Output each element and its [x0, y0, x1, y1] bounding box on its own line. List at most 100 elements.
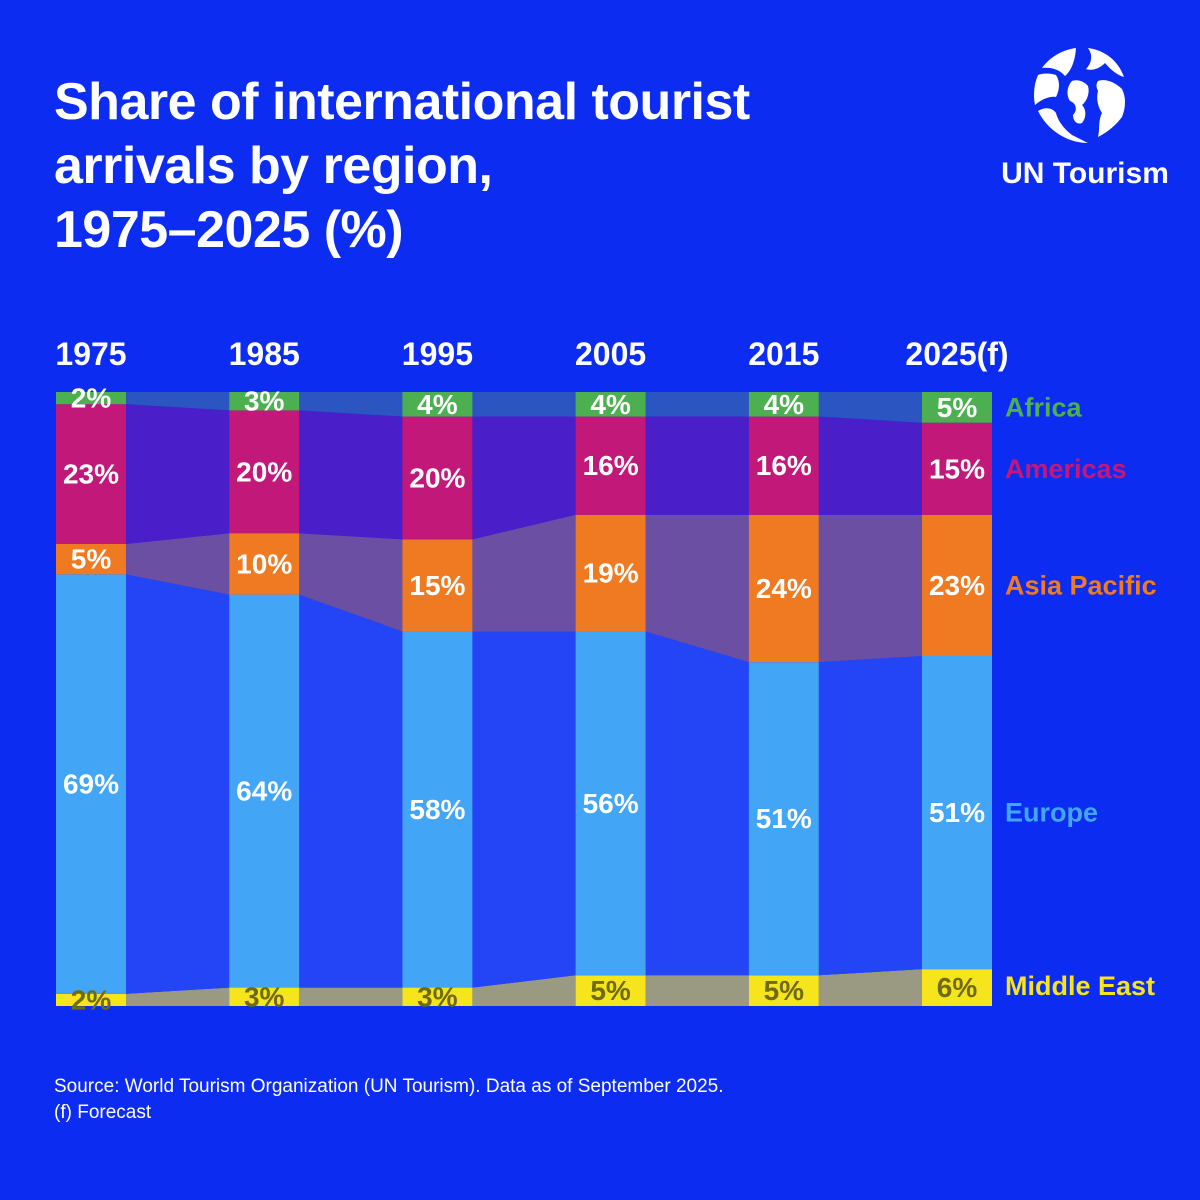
value-label-europe-2015: 51% — [756, 803, 812, 834]
value-label-europe-1985: 64% — [236, 776, 292, 807]
band-europe-0 — [126, 574, 230, 994]
value-label-asia-pacific-1985: 10% — [236, 548, 292, 579]
source-note: Source: World Tourism Organization (UN T… — [54, 1076, 724, 1097]
bar-americas-1985 — [229, 410, 300, 534]
value-label-africa-1995: 4% — [417, 389, 458, 420]
year-label-1975: 1975 — [55, 336, 126, 372]
value-label-americas-1995: 20% — [409, 462, 465, 493]
value-label-europe-2025-f: 51% — [929, 797, 985, 828]
chart-title: Share of international tourist arrivals … — [54, 70, 914, 262]
un-tourism-logo: UN Tourism — [990, 45, 1180, 195]
legend-label-europe: Europe — [1005, 798, 1098, 828]
year-label-2005: 2005 — [575, 336, 646, 372]
band-middle-east-2 — [472, 975, 576, 1006]
value-label-middle-east-1985: 3% — [244, 981, 285, 1012]
bar-americas-1995 — [402, 416, 473, 540]
bar-americas-2005 — [575, 416, 646, 515]
value-label-europe-2005: 56% — [583, 788, 639, 819]
bar-asia-pacific-1985 — [229, 533, 300, 595]
value-label-africa-1985: 3% — [244, 386, 285, 417]
band-americas-4 — [818, 416, 922, 515]
bar-europe-1975 — [56, 574, 126, 994]
bar-middle-east-2025-f — [922, 969, 992, 1006]
bar-africa-2015 — [748, 392, 819, 417]
title-line-1: Share of international tourist — [54, 73, 750, 131]
band-middle-east-0 — [126, 987, 230, 1006]
value-label-americas-1975: 23% — [63, 459, 119, 490]
value-label-middle-east-2005: 5% — [590, 975, 631, 1006]
bar-europe-2005 — [575, 631, 646, 976]
logo-text: UN Tourism — [1001, 157, 1169, 190]
value-label-middle-east-2015: 5% — [764, 975, 805, 1006]
bar-middle-east-1995 — [402, 987, 473, 1006]
value-label-asia-pacific-2025-f: 23% — [929, 570, 985, 601]
bar-americas-2025-f — [922, 422, 992, 515]
year-label-2015: 2015 — [748, 336, 819, 372]
band-asia-pacific-0 — [126, 533, 230, 595]
band-europe-1 — [299, 594, 403, 988]
band-americas-0 — [126, 404, 230, 544]
legend-label-middle-east: Middle East — [1005, 971, 1155, 1001]
bar-middle-east-2015 — [748, 975, 819, 1006]
band-middle-east-1 — [299, 987, 403, 1006]
bar-europe-1995 — [402, 631, 473, 988]
bar-asia-pacific-2005 — [575, 514, 646, 632]
band-africa-1 — [299, 392, 403, 417]
band-middle-east-4 — [818, 969, 922, 1006]
title-line-2: arrivals by region, — [54, 137, 493, 195]
bar-africa-2005 — [575, 392, 646, 417]
bar-americas-1975 — [56, 404, 126, 544]
band-americas-1 — [299, 410, 403, 540]
legend-label-africa: Africa — [1005, 392, 1083, 422]
band-asia-pacific-3 — [645, 514, 749, 663]
value-label-americas-2005: 16% — [583, 450, 639, 481]
legend-label-asia-pacific: Asia Pacific — [1005, 570, 1157, 600]
legend-label-americas: Americas — [1005, 454, 1127, 484]
bar-asia-pacific-1995 — [402, 539, 473, 632]
value-label-africa-2015: 4% — [764, 389, 805, 420]
value-label-middle-east-1995: 3% — [417, 981, 458, 1012]
value-label-americas-2025-f: 15% — [929, 453, 985, 484]
bar-africa-1995 — [402, 392, 473, 417]
year-label-1985: 1985 — [229, 336, 300, 372]
bar-africa-2025-f — [922, 392, 992, 423]
value-label-europe-1995: 58% — [409, 794, 465, 825]
bar-africa-1975 — [56, 392, 126, 405]
bar-europe-2015 — [748, 662, 819, 976]
bar-asia-pacific-2015 — [748, 514, 819, 663]
footnote: Source: World Tourism Organization (UN T… — [54, 1074, 724, 1126]
bar-europe-1985 — [229, 594, 300, 988]
value-label-europe-1975: 69% — [63, 769, 119, 800]
value-label-asia-pacific-2005: 19% — [583, 558, 639, 589]
bar-asia-pacific-2025-f — [922, 514, 992, 657]
band-europe-3 — [645, 631, 749, 976]
band-asia-pacific-2 — [472, 514, 576, 632]
bar-middle-east-1985 — [229, 987, 300, 1006]
value-label-africa-2005: 4% — [590, 389, 631, 420]
year-label-1995: 1995 — [402, 336, 473, 372]
value-label-middle-east-1975: 2% — [71, 984, 112, 1015]
value-label-asia-pacific-2015: 24% — [756, 573, 812, 604]
bar-middle-east-2005 — [575, 975, 646, 1006]
bar-europe-2025-f — [922, 656, 992, 970]
value-label-americas-1985: 20% — [236, 456, 292, 487]
band-asia-pacific-4 — [818, 514, 922, 663]
band-africa-2 — [472, 392, 576, 417]
title-line-3: 1975–2025 (%) — [54, 201, 404, 259]
band-middle-east-3 — [645, 975, 749, 1006]
bar-middle-east-1975 — [56, 993, 126, 1006]
band-africa-0 — [126, 392, 230, 411]
value-label-asia-pacific-1995: 15% — [409, 570, 465, 601]
band-asia-pacific-1 — [299, 533, 403, 632]
globe-icon — [1034, 48, 1125, 143]
band-americas-2 — [472, 416, 576, 540]
band-africa-4 — [818, 392, 922, 423]
band-americas-3 — [645, 416, 749, 515]
bar-americas-2015 — [748, 416, 819, 515]
value-label-africa-1975: 2% — [71, 383, 112, 414]
forecast-note: (f) Forecast — [54, 1102, 152, 1123]
value-label-middle-east-2025-f: 6% — [937, 972, 978, 1003]
band-europe-4 — [818, 656, 922, 976]
value-label-africa-2025-f: 5% — [937, 392, 978, 423]
